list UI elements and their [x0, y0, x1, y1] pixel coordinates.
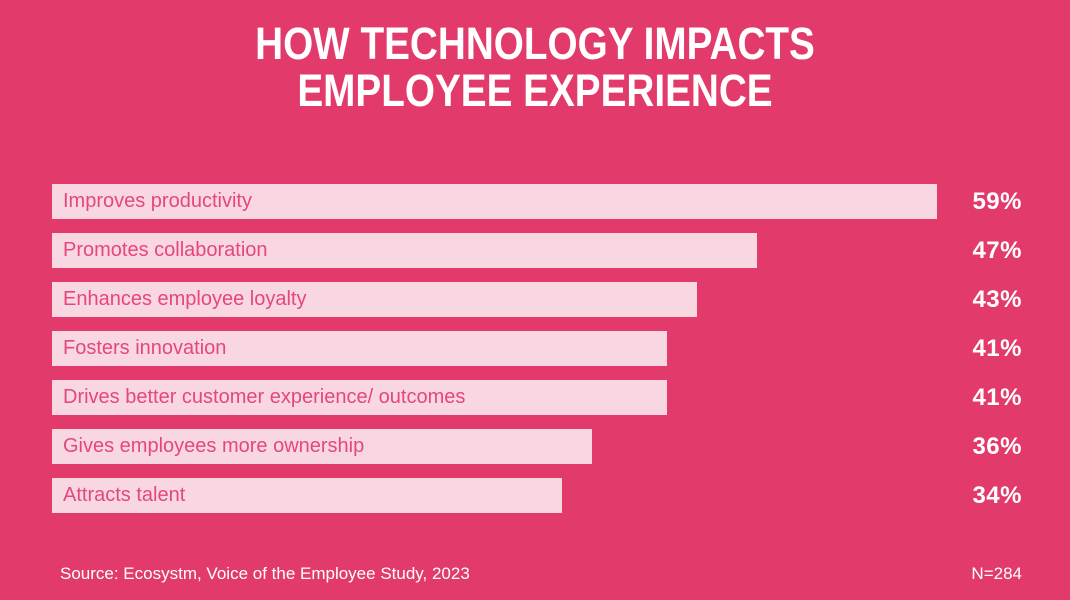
bar-label: Promotes collaboration	[63, 239, 268, 261]
bar-row: Gives employees more ownership 36%	[52, 429, 1070, 464]
chart-title-line-2: EMPLOYEE EXPERIENCE	[297, 65, 773, 116]
bar: Attracts talent	[52, 478, 562, 513]
bar: Drives better customer experience/ outco…	[52, 380, 667, 415]
bar-value: 41%	[972, 383, 1022, 411]
bar-label: Enhances employee loyalty	[63, 288, 307, 310]
bar: Gives employees more ownership	[52, 429, 592, 464]
bar-value: 36%	[972, 432, 1022, 460]
sample-size: N=284	[971, 564, 1022, 583]
bar-label: Attracts talent	[63, 484, 186, 506]
bar: Enhances employee loyalty	[52, 282, 697, 317]
bar-value: 47%	[972, 236, 1022, 264]
bar-value: 41%	[972, 334, 1022, 362]
source-note: Source: Ecosystm, Voice of the Employee …	[60, 564, 470, 583]
bar-chart: Improves productivity 59% Promotes colla…	[52, 184, 1070, 527]
bar-value: 59%	[972, 187, 1022, 215]
chart-title: HOW TECHNOLOGY IMPACTS EMPLOYEE EXPERIEN…	[75, 20, 995, 114]
bar-label: Fosters innovation	[63, 337, 227, 359]
bar-row: Promotes collaboration 47%	[52, 233, 1070, 268]
bar-row: Fosters innovation 41%	[52, 331, 1070, 366]
bar-label: Improves productivity	[63, 190, 252, 212]
bar-value: 34%	[972, 481, 1022, 509]
bar-label: Drives better customer experience/ outco…	[63, 386, 466, 408]
bar-label: Gives employees more ownership	[63, 435, 365, 457]
footer: Source: Ecosystm, Voice of the Employee …	[60, 564, 1022, 584]
bar-row: Improves productivity 59%	[52, 184, 1070, 219]
bar-row: Drives better customer experience/ outco…	[52, 380, 1070, 415]
bar-row: Enhances employee loyalty 43%	[52, 282, 1070, 317]
bar: Fosters innovation	[52, 331, 667, 366]
bar-value: 43%	[972, 285, 1022, 313]
chart-title-line-1: HOW TECHNOLOGY IMPACTS	[255, 18, 815, 69]
bar: Improves productivity	[52, 184, 937, 219]
bar: Promotes collaboration	[52, 233, 757, 268]
bar-row: Attracts talent 34%	[52, 478, 1070, 513]
